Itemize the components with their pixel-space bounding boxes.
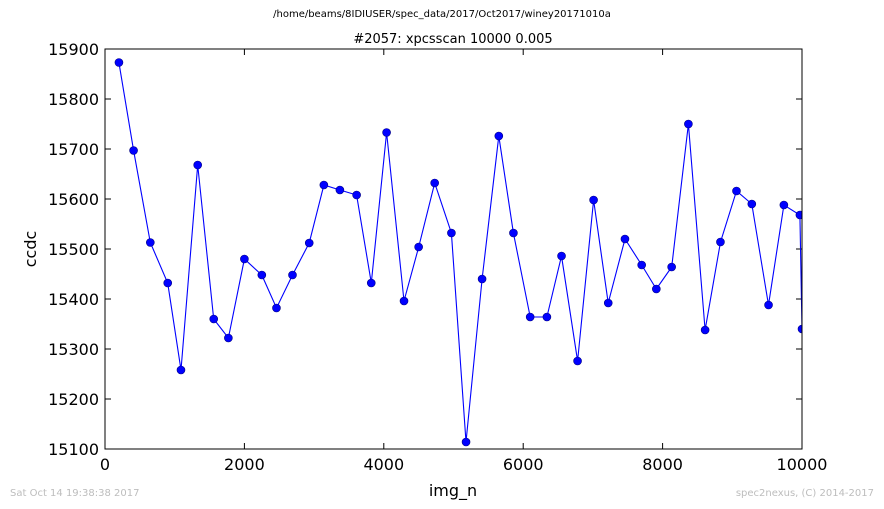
data-point [795,210,802,220]
data-point [589,195,598,205]
series-line [118,62,802,443]
data-point [288,270,297,280]
data-point [637,260,646,270]
y-tick-label: 15600 [48,190,99,209]
data-point [797,324,802,334]
x-tick-label: 4000 [363,455,404,474]
data-point [414,242,423,252]
footer-credit: spec2nexus, (C) 2014-2017 [735,488,874,499]
data-point [732,186,741,196]
data-point [620,234,630,244]
data-point [224,333,233,343]
data-point [335,185,345,195]
data-point [700,325,710,335]
data-point [319,180,329,190]
data-point [525,312,535,322]
y-tick-label: 15400 [48,290,99,309]
data-point [257,270,267,280]
data-point [114,58,124,67]
x-tick-label: 6000 [503,455,544,474]
data-point [461,437,471,447]
data-point [764,300,773,310]
x-tick-label: 2000 [224,455,265,474]
chart-title: #2057: xpcsscan 10000 0.005 [353,32,552,47]
plot-frame [104,48,803,450]
data-point [240,254,249,264]
data-point [779,200,789,210]
x-axis-label: img_n [429,481,477,501]
y-tick-label: 15900 [48,40,99,59]
data-point [209,314,219,324]
data-point [163,278,173,288]
y-tick-label: 15200 [48,390,99,409]
data-point [573,356,582,366]
data-point [667,262,676,272]
data-point [304,238,314,248]
data-point [129,146,138,155]
data-point [352,190,361,200]
data-point [193,160,203,170]
figure-suptitle: /home/beams/8IDIUSER/spec_data/2017/Oct2… [273,9,611,20]
y-tick-label: 15800 [48,90,99,109]
x-tick-label: 10000 [777,455,828,474]
data-point [684,119,693,129]
y-axis-label: ccdc [21,231,40,268]
data-point [747,199,757,209]
y-tick-label: 15300 [48,340,99,359]
data-point [652,284,661,294]
data-point [399,296,409,306]
x-tick-label: 0 [100,455,110,474]
data-point [557,251,566,261]
data-point [146,238,155,247]
data-point [382,128,391,137]
data-point [542,312,552,322]
data-point [494,131,504,141]
data-point [509,228,518,238]
footer-timestamp: Sat Oct 14 19:38:38 2017 [10,488,140,499]
y-tick-label: 15100 [48,440,99,459]
data-point [176,365,186,375]
x-tick-label: 8000 [642,455,683,474]
data-point [603,298,613,308]
data-point [430,178,439,188]
data-point [366,278,376,288]
plot-area: 0 2000 4000 6000 8000 10000 15100 15200 15300 154… [48,40,827,474]
data-point [447,228,456,238]
data-point [477,274,487,284]
data-point [272,303,281,313]
y-tick-label: 15700 [48,140,99,159]
data-point [716,237,725,247]
y-tick-label: 15500 [48,240,99,259]
